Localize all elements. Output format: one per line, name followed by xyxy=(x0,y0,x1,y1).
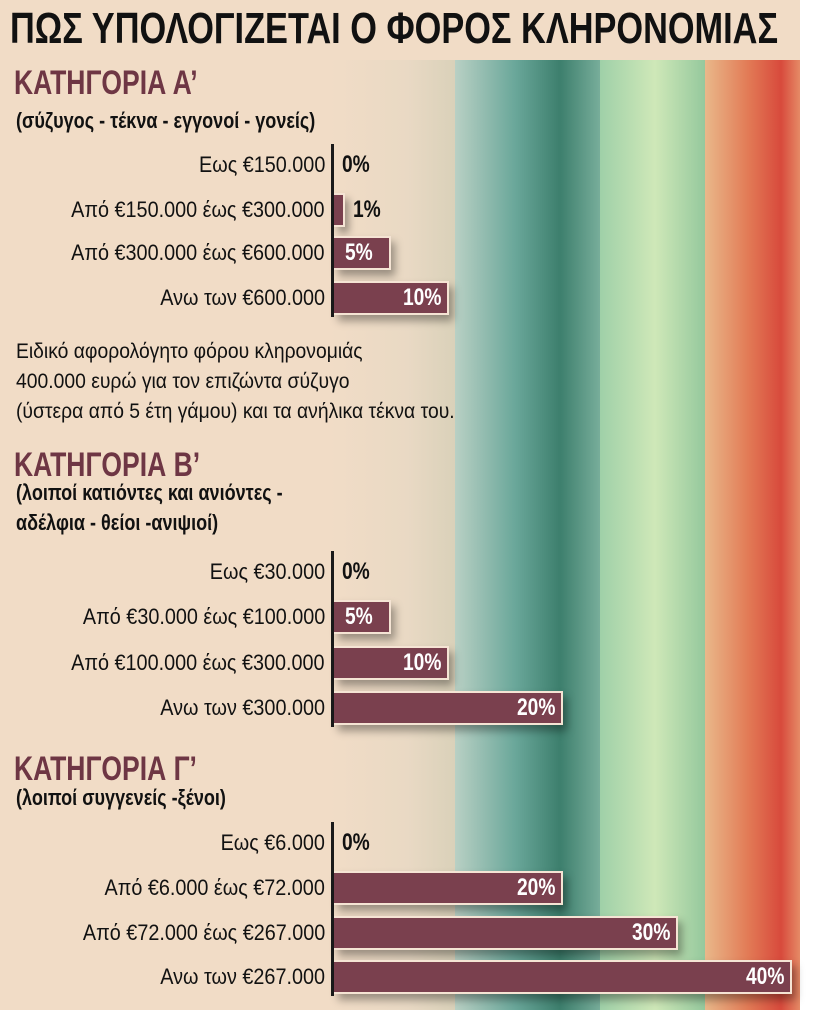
bracket-label: Ανω των €300.000 xyxy=(160,695,325,720)
bar xyxy=(334,646,449,680)
bar xyxy=(334,600,392,634)
bar-value-label: 1% xyxy=(353,196,382,223)
bar-axis-line xyxy=(331,144,334,317)
page-title: ΠΩΣ ΥΠΟΛΟΓΙΖΕΤΑΙ Ο ΦΟΡΟΣ ΚΛΗΡΟΝΟΜΙΑΣ xyxy=(10,4,779,53)
bar xyxy=(334,281,449,315)
banknotes-background xyxy=(0,0,800,1010)
bar-value-label: 30% xyxy=(631,919,670,946)
bar-value-label: 5% xyxy=(345,603,373,630)
bar-value-label: 0% xyxy=(342,558,370,585)
bracket-label: Εως €30.000 xyxy=(209,559,325,584)
bar-axis-line xyxy=(331,551,334,727)
bracket-label: Από €72.000 έως €267.000 xyxy=(82,920,325,945)
bracket-label: Από €150.000 έως €300.000 xyxy=(71,197,325,222)
bar-value-label: 0% xyxy=(342,151,370,178)
category-subtitle: αδέλφια - θείοι -ανιψιοί) xyxy=(16,510,219,535)
category-title: ΚΑΤΗΓΟΡΙΑ Γ’ xyxy=(14,750,197,788)
bar xyxy=(334,916,678,950)
bracket-label: Ανω των €267.000 xyxy=(160,964,325,989)
bar xyxy=(334,871,563,905)
category-title: ΚΑΤΗΓΟΡΙΑ Α’ xyxy=(14,64,198,102)
category-subtitle: (λοιποί συγγενείς -ξένοι) xyxy=(16,785,226,810)
note-line: (ύστερα από 5 έτη γάμου) και τα ανήλικα … xyxy=(16,400,455,423)
bar-value-label: 40% xyxy=(746,963,785,990)
bar-axis-line xyxy=(331,822,334,996)
bracket-label: Ανω των €600.000 xyxy=(160,285,325,310)
bracket-label: Εως €150.000 xyxy=(198,152,325,177)
note-line: 400.000 ευρώ για τον επιζώντα σύζυγο xyxy=(16,370,350,393)
bar xyxy=(334,193,346,227)
bar-value-label: 10% xyxy=(402,284,441,311)
bar xyxy=(334,236,392,270)
category-title: ΚΑΤΗΓΟΡΙΑ Β’ xyxy=(14,446,201,484)
bar-value-label: 5% xyxy=(345,239,373,266)
bar-value-label: 20% xyxy=(517,874,556,901)
bar-value-label: 10% xyxy=(402,649,441,676)
category-subtitle: (λοιποί κατιόντες και ανιόντες - xyxy=(16,480,283,505)
bracket-label: Εως €6.000 xyxy=(220,830,325,855)
bracket-label: Από €6.000 έως €72.000 xyxy=(104,875,325,900)
note-line: Ειδικό αφορολόγητο φόρου κληρονομιάς xyxy=(16,340,363,363)
bracket-label: Από €30.000 έως €100.000 xyxy=(82,604,325,629)
bracket-label: Από €300.000 έως €600.000 xyxy=(71,240,325,265)
bracket-label: Από €100.000 έως €300.000 xyxy=(71,650,325,675)
bar xyxy=(334,960,792,994)
bar-value-label: 20% xyxy=(517,694,556,721)
category-subtitle: (σύζυγος - τέκνα - εγγονοί - γονείς) xyxy=(16,108,316,133)
bar xyxy=(334,691,563,725)
bar-value-label: 0% xyxy=(342,829,370,856)
